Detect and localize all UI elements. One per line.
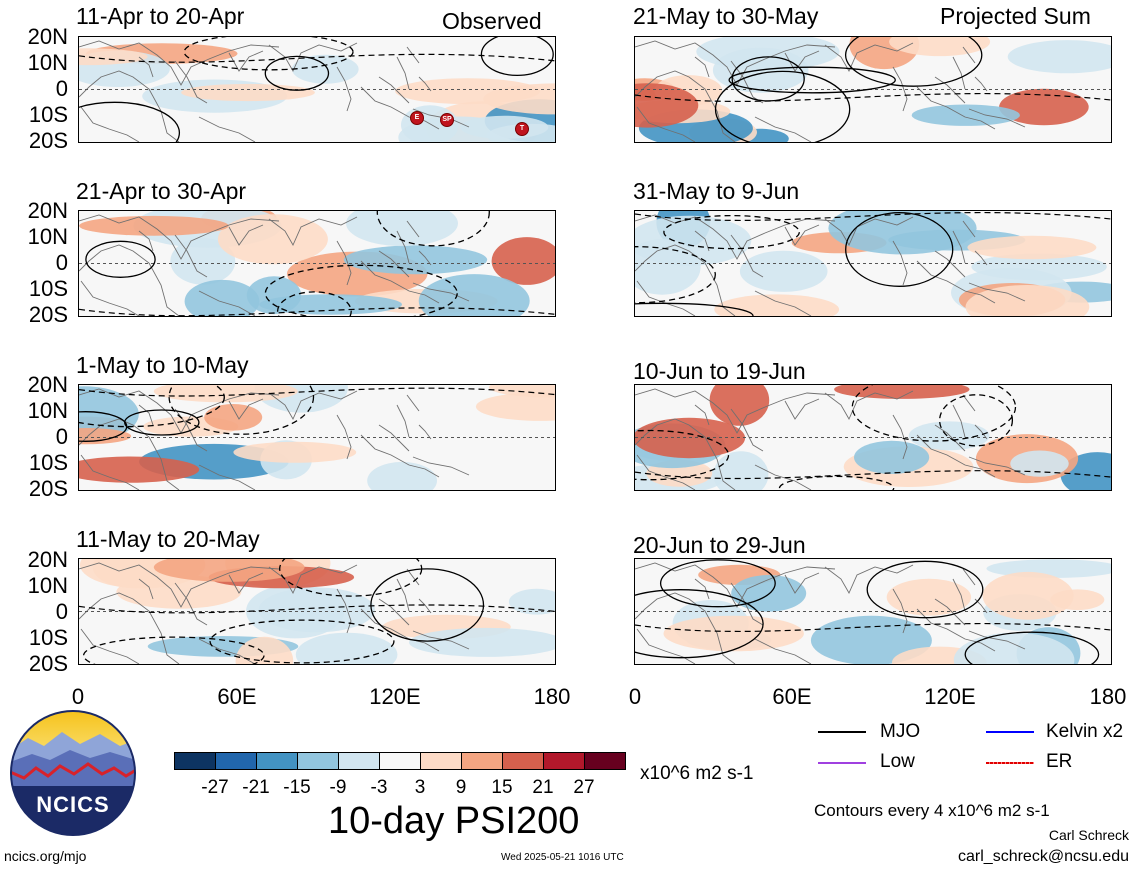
low-line-swatch <box>818 762 866 764</box>
colorbar-swatch <box>379 752 421 770</box>
panel-title-obs-1: 11-Apr to 20-Apr <box>76 3 245 29</box>
colorbar-swatch <box>256 752 298 770</box>
lat-label: 0 <box>55 250 68 275</box>
storm-marker-icon: E <box>410 111 424 125</box>
colorbar-tick-label: -15 <box>283 777 311 798</box>
colorbar-tick-label: 9 <box>455 777 467 798</box>
psi200-map-panel <box>634 36 1112 143</box>
colorbar-swatch <box>338 752 380 770</box>
colorbar-swatch <box>584 752 626 770</box>
colorbar-swatch <box>215 752 257 770</box>
legend-mjo: MJO <box>880 721 921 742</box>
psi200-map-panel <box>78 558 556 665</box>
storm-marker-icon: T <box>515 122 529 136</box>
colorbar-swatch <box>543 752 585 770</box>
psi200-map-panel <box>634 558 1112 665</box>
lat-label: 20N <box>27 372 68 397</box>
colorbar-swatch <box>461 752 503 770</box>
psi200-map-panel <box>78 384 556 491</box>
panel-title-obs-3: 1-May to 10-May <box>76 352 249 378</box>
colorbar-tick-label: -27 <box>201 777 229 798</box>
lat-label: 10N <box>27 398 68 423</box>
main-title: 10-day PSI200 <box>328 800 580 842</box>
colorbar-tick-label: 21 <box>532 777 554 798</box>
lon-label: 120E <box>369 684 421 709</box>
lat-label: 10S <box>28 625 68 650</box>
ncics-logo[interactable]: NCICS <box>10 710 136 836</box>
colorbar-tick-label: -9 <box>329 777 347 798</box>
lat-label: 20S <box>28 651 68 676</box>
lat-label: 10S <box>28 102 68 127</box>
colorbar-swatch <box>297 752 339 770</box>
lon-label: 180 <box>1089 684 1127 709</box>
lat-label: 20S <box>28 302 68 327</box>
storm-marker-icon: SP <box>440 113 454 127</box>
lat-label: 20N <box>27 24 68 49</box>
colorbar-tick-label: 3 <box>414 777 426 798</box>
psi200-map-panel: E SP T <box>78 36 556 143</box>
colorbar-swatch <box>174 752 216 770</box>
lat-label: 10N <box>27 573 68 598</box>
colorbar-tick-label: 27 <box>573 777 595 798</box>
contour-note: Contours every 4 x10^6 m2 s-1 <box>814 801 1050 820</box>
site-link[interactable]: ncics.org/mjo <box>4 848 87 864</box>
panel-title-proj-3: 10-Jun to 19-Jun <box>633 358 806 384</box>
legend-er: ER <box>1046 751 1073 772</box>
colorbar-tick-label: 15 <box>491 777 513 798</box>
kelvin-line-swatch <box>986 731 1034 733</box>
legend-low: Low <box>880 751 915 772</box>
timestamp: Wed 2025-05-21 1016 UTC <box>501 852 624 863</box>
projected-sum-label: Projected Sum <box>940 3 1091 29</box>
panel-title-obs-4: 11-May to 20-May <box>76 526 260 552</box>
colorbar-units: x10^6 m2 s-1 <box>640 763 754 784</box>
lat-label: 10N <box>27 224 68 249</box>
legend-kelvin: Kelvin x2 <box>1046 721 1124 742</box>
lon-label: 120E <box>924 684 976 709</box>
lat-label: 0 <box>55 76 68 101</box>
lat-label: 20N <box>27 198 68 223</box>
colorbar-tick-label: -21 <box>242 777 270 798</box>
lon-label: 0 <box>628 684 642 709</box>
author: Carl Schreck <box>1048 827 1129 843</box>
lon-label: 0 <box>71 684 85 709</box>
colorbar-swatch <box>502 752 544 770</box>
lat-label: 10S <box>28 450 68 475</box>
colorbar-tick-label: -3 <box>370 777 388 798</box>
psi200-map-panel <box>78 210 556 317</box>
lat-label: 0 <box>55 424 68 449</box>
lat-label: 10N <box>27 50 68 75</box>
psi200-map-panel <box>634 384 1112 491</box>
author-email[interactable]: carl_schreck@ncsu.edu <box>958 848 1129 865</box>
lon-label: 180 <box>533 684 571 709</box>
panel-title-proj-1: 21-May to 30-May <box>633 3 819 29</box>
lat-label: 10S <box>28 276 68 301</box>
observed-label: Observed <box>442 8 542 34</box>
mjo-line-swatch <box>818 731 866 733</box>
colorbar-swatch <box>420 752 462 770</box>
lat-label: 20S <box>28 476 68 501</box>
lon-label: 60E <box>772 684 812 709</box>
logo-text: NCICS <box>36 792 110 817</box>
psi200-map-panel <box>634 210 1112 317</box>
lat-label: 0 <box>55 599 68 624</box>
panel-title-proj-4: 20-Jun to 29-Jun <box>633 532 806 558</box>
er-line-swatch <box>986 762 1034 764</box>
panel-title-proj-2: 31-May to 9-Jun <box>633 178 800 204</box>
lon-label: 60E <box>217 684 257 709</box>
panel-title-obs-2: 21-Apr to 30-Apr <box>76 178 247 204</box>
lat-label: 20S <box>28 128 68 153</box>
lat-label: 20N <box>27 547 68 572</box>
